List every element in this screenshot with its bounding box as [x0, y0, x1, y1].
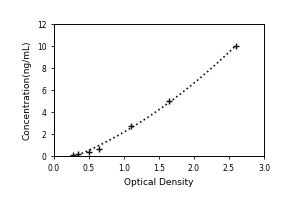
X-axis label: Optical Density: Optical Density — [124, 178, 194, 187]
Y-axis label: Concentration(ng/mL): Concentration(ng/mL) — [22, 40, 31, 140]
